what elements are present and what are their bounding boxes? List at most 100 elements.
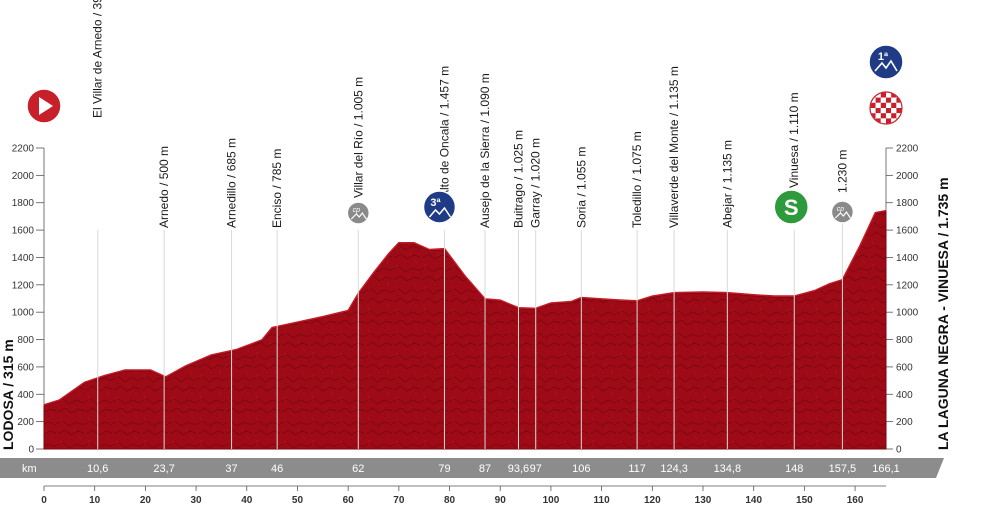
waypoint-km-label: 79 (438, 463, 450, 475)
waypoint-name: Vinuesa / 1.110 m (787, 92, 801, 188)
x-tick-label: 10 (89, 495, 101, 506)
elevation-profile (43, 210, 887, 450)
waypoint-km-label: 166,1 (872, 463, 900, 475)
km-band-title: km (22, 463, 37, 475)
waypoint-name: Garray / 1.020 m (529, 138, 543, 228)
waypoint-km-label: 93,6 (508, 463, 529, 475)
y-tick-label-left: 1400 (12, 253, 35, 264)
y-tick-label-left: 0 (28, 445, 34, 456)
mountain-glyph (834, 210, 851, 219)
y-tick-label-left: 600 (17, 362, 34, 373)
x-tick-label: 110 (594, 495, 611, 506)
x-tick-label: 60 (343, 495, 355, 506)
waypoint-km-label: 117 (628, 463, 646, 475)
x-tick-label: 100 (543, 495, 560, 506)
waypoint-name: Arnedo / 500 m (157, 146, 171, 228)
waypoint-name: Buitrago / 1.025 m (511, 130, 525, 228)
waypoint-km-label: 124,3 (660, 463, 688, 475)
waypoint-km-label: 46 (271, 463, 283, 475)
y-tick-label-right: 800 (896, 335, 913, 346)
waypoint-km-label: 10,6 (87, 463, 108, 475)
y-tick-label-right: 1800 (896, 198, 919, 209)
mountain-glyph (874, 59, 898, 72)
y-tick-label-left: 1200 (12, 280, 35, 291)
waypoint-name: Villar del Río / 1.005 m (351, 77, 365, 198)
finish-ring (869, 91, 903, 125)
category-1-label: 1ª (878, 51, 889, 63)
waypoint-km-label: 157,5 (829, 463, 857, 475)
checkpoint-icon (830, 200, 855, 224)
waypoint-km-label: 106 (572, 463, 590, 475)
waypoint-name: Toledillo / 1.075 m (630, 131, 644, 228)
x-tick-label: 50 (292, 495, 304, 506)
y-tick-label-left: 1000 (12, 308, 35, 319)
waypoint-km-label: 97 (530, 463, 542, 475)
x-tick-label: 90 (495, 495, 507, 506)
x-tick-label: 70 (393, 495, 405, 506)
y-tick-label-right: 200 (896, 417, 913, 428)
waypoint-name: Soria / 1.055 m (574, 147, 588, 228)
checkpoint-icon (346, 201, 371, 225)
waypoint-km-label: 23,7 (153, 463, 174, 475)
x-tick-label: 120 (644, 495, 661, 506)
x-tick-label: 130 (695, 495, 712, 506)
x-tick-label: 30 (191, 495, 203, 506)
x-tick-label: 80 (444, 495, 456, 506)
y-tick-label-left: 200 (17, 417, 34, 428)
y-tick-label-left: 800 (17, 335, 34, 346)
waypoint-name: Arnedillo / 685 m (225, 138, 239, 228)
y-tick-label-right: 1200 (896, 280, 919, 291)
y-tick-label-right: 2200 (896, 144, 919, 155)
waypoint-km-label: 148 (785, 463, 803, 475)
y-tick-label-right: 0 (896, 445, 902, 456)
category-3-label: 3ª (430, 197, 441, 209)
checkpoint-label: cp (353, 207, 361, 214)
x-tick-label: 20 (140, 495, 152, 506)
waypoint-name: El Villar de Arnedo / 390 m (91, 0, 105, 118)
waypoint-name: Alto de Oncala / 1.457 m (437, 66, 451, 198)
finish-label: LA LAGUNA NEGRA - VINUESA / 1.735 m (935, 177, 951, 450)
y-tick-label-left: 1600 (12, 226, 35, 237)
y-tick-label-right: 400 (896, 390, 913, 401)
y-tick-label-right: 1600 (896, 226, 919, 237)
waypoint-name: Enciso / 785 m (270, 149, 284, 228)
y-tick-label-left: 2000 (12, 171, 35, 182)
y-tick-label-right: 1400 (896, 253, 919, 264)
waypoint-name: 1.230 m (835, 150, 849, 193)
y-tick-label-left: 2200 (12, 144, 35, 155)
x-tick-label: 140 (745, 495, 762, 506)
start-play-glyph (39, 97, 53, 115)
waypoint-name: Villaverde del Monte / 1.135 m (667, 66, 681, 228)
y-tick-label-left: 400 (17, 390, 34, 401)
y-tick-label-right: 600 (896, 362, 913, 373)
checkered-pattern (870, 92, 902, 124)
sprint-label: S (784, 195, 799, 220)
waypoint-km-label: 134,8 (714, 463, 742, 475)
x-tick-label: 0 (41, 495, 47, 506)
elevation-ridge (43, 209, 887, 406)
sprint-icon (773, 189, 809, 225)
km-band: km 10,6 23,7 37 46 62 79 87 93,6 97 106 117 124,3 134… (0, 458, 944, 478)
waypoint-km-label: 87 (479, 463, 491, 475)
checkpoint-label: cp (837, 206, 845, 213)
x-tick-label: 160 (847, 495, 864, 506)
mountain-glyph (428, 206, 452, 218)
start-label: LODOSA / 315 m (0, 339, 16, 450)
waypoints: El Villar de Arnedo / 390 m Arnedo / 500 … (91, 0, 849, 449)
waypoint-km-label: 62 (352, 463, 364, 475)
waypoint-km-label: 37 (225, 463, 237, 475)
x-axis: 0 10 20 30 40 50 60 70 80 90 100 110 120 130 140 150 160 (41, 485, 886, 506)
elevation-area (43, 209, 887, 450)
y-tick-label-left: 1800 (12, 198, 35, 209)
mountain-glyph (350, 211, 367, 220)
waypoint-name: Ausejo de la Sierra / 1.090 m (478, 73, 492, 228)
x-tick-label: 40 (241, 495, 253, 506)
y-tick-label-right: 1000 (896, 308, 919, 319)
y-tick-label-right: 2000 (896, 171, 919, 182)
x-tick-label: 150 (796, 495, 813, 506)
category-1-mountain-icon (868, 44, 904, 80)
km-band-background (0, 458, 944, 478)
waypoint-name: Abejar / 1.135 m (720, 140, 734, 228)
